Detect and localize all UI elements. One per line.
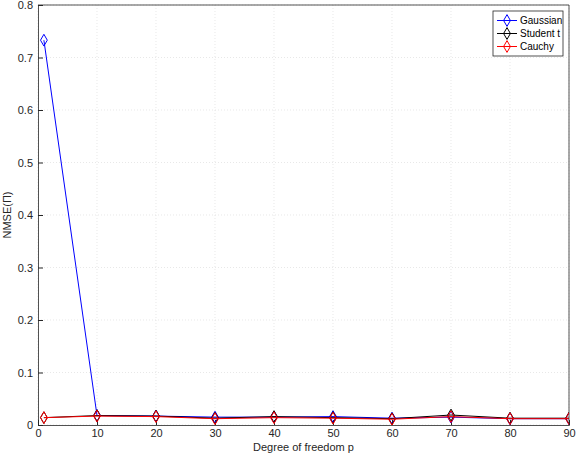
tick-label: 0.4 [18, 209, 33, 221]
tick: 90 [563, 420, 575, 439]
tick-label: 0.2 [18, 314, 33, 326]
grid-line [38, 57, 569, 58]
legend-label: Cauchy [520, 41, 554, 52]
marker [566, 412, 569, 424]
y-axis-title: NMSE(Π) [1, 191, 13, 238]
series-line [44, 415, 569, 419]
marker [330, 412, 337, 424]
marker [94, 410, 101, 422]
tick-label: 0 [35, 427, 41, 439]
tick-label: 0.7 [18, 52, 33, 64]
marker [566, 413, 569, 425]
marker [330, 412, 337, 424]
series-group [41, 34, 569, 425]
legend: Gaussian Student t Cauchy [493, 11, 563, 56]
tick-mark [38, 268, 43, 269]
tick-mark [38, 5, 43, 6]
marker [41, 34, 48, 46]
tick-mark [38, 425, 43, 426]
tick-label: 10 [91, 427, 103, 439]
legend-swatch [497, 46, 517, 47]
tick-label: 70 [445, 427, 457, 439]
tick-label: 0.8 [18, 0, 33, 11]
marker [153, 410, 160, 422]
tick-label: 0.6 [18, 104, 33, 116]
axis-line [39, 6, 44, 426]
grid-line [38, 215, 569, 216]
tick-label: 80 [504, 427, 516, 439]
tick-mark [38, 58, 43, 59]
legend-marker [504, 15, 511, 27]
plot-background [38, 5, 569, 425]
x-axis-title: Degree of freedom p [253, 441, 354, 453]
grid-line [38, 5, 569, 6]
legend-swatch [497, 20, 517, 21]
marker [448, 411, 455, 423]
axis-line [39, 420, 570, 426]
grid-line [38, 372, 569, 373]
tick: 10 [91, 420, 103, 439]
marker [41, 412, 48, 424]
tick-label: 0 [27, 419, 33, 431]
tick: 20 [150, 420, 162, 439]
tick-label: 90 [563, 427, 575, 439]
tick-label: 50 [327, 427, 339, 439]
grid-line [38, 267, 569, 268]
tick-label: 0.5 [18, 157, 33, 169]
tick: 0.2 [18, 314, 43, 326]
tick-mark [38, 163, 43, 164]
frame [569, 5, 570, 425]
legend-marker [504, 28, 511, 40]
marker [212, 413, 219, 425]
tick: 0.4 [18, 209, 43, 221]
tick-mark [38, 320, 43, 321]
legend-label: Gaussian [520, 15, 562, 26]
tick: 0.6 [18, 104, 43, 116]
tick: 0.1 [18, 367, 43, 379]
marker [94, 410, 101, 422]
grid-line [569, 5, 570, 425]
tick-mark [38, 215, 43, 216]
marker [153, 411, 160, 423]
grid [38, 5, 569, 425]
tick: 0.5 [18, 157, 43, 169]
grid-line [38, 110, 569, 111]
y-axis: 0 0.1 0.2 0.3 0.4 0.5 0.6 0.7 0.8 [18, 0, 43, 431]
legend-swatch [497, 33, 517, 34]
tick-mark [569, 420, 570, 425]
tick-label: 20 [150, 427, 162, 439]
legend-marker [504, 41, 511, 53]
marker [271, 412, 278, 424]
tick: 0 [27, 419, 43, 431]
series-line [44, 416, 569, 419]
grid-line [97, 5, 98, 425]
frame [38, 5, 569, 6]
chart: 0 10 20 30 40 50 60 70 80 90 0 0.1 0.2 0.3 0.4 0.5 0.6 0.… [0, 0, 576, 456]
grid-line [38, 162, 569, 163]
grid-line [38, 320, 569, 321]
tick: 0.3 [18, 262, 43, 274]
legend-label: Student t [520, 28, 560, 39]
tick-label: 0.3 [18, 262, 33, 274]
tick-mark [38, 373, 43, 374]
grid-line [451, 5, 452, 425]
tick-label: 0.1 [18, 367, 33, 379]
marker [507, 413, 514, 425]
tick: 0.7 [18, 52, 43, 64]
grid-line [274, 5, 275, 425]
x-axis: 0 10 20 30 40 50 60 70 80 90 [35, 420, 575, 439]
tick-label: 60 [386, 427, 398, 439]
tick: 0.8 [18, 0, 43, 11]
plot: 0 10 20 30 40 50 60 70 80 90 0 0.1 0.2 0.3 0.4 0.5 0.6 0.… [18, 0, 576, 439]
tick-mark [38, 110, 43, 111]
tick-label: 30 [209, 427, 221, 439]
marker [389, 413, 396, 425]
legend-box [493, 11, 563, 56]
tick-label: 40 [268, 427, 280, 439]
series-line [44, 40, 569, 419]
